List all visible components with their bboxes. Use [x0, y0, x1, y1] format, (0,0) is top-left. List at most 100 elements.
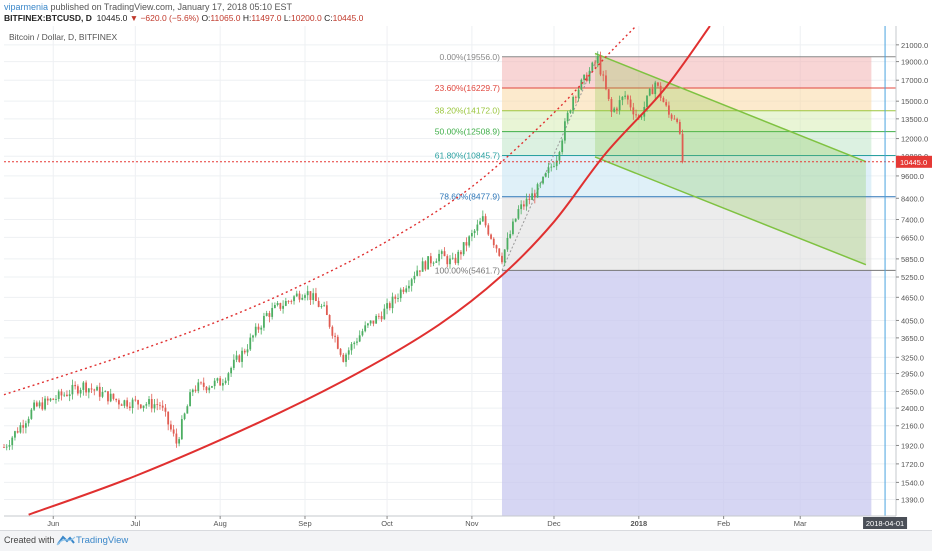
candle-body: [3, 447, 5, 449]
candle-body: [465, 242, 468, 246]
candle-body: [569, 110, 572, 113]
candle-body: [243, 350, 246, 353]
candle-body: [197, 382, 200, 391]
candle-body: [421, 261, 424, 272]
candle-body: [139, 404, 142, 409]
candle-body: [276, 302, 279, 305]
candle-body: [131, 399, 134, 409]
candle-body: [241, 350, 243, 362]
candle-body: [377, 315, 380, 317]
symbol-label: BITFINEX:BTCUSD, D: [4, 13, 92, 23]
x-axis-background: [0, 516, 932, 530]
candle-body: [380, 316, 383, 320]
candle-body: [87, 388, 90, 393]
parabolic-support-curve[interactable]: [28, 26, 711, 516]
candle-body: [312, 293, 315, 300]
candle-body: [454, 257, 457, 264]
candle-body: [566, 112, 569, 122]
y-tick-label: 13500.0: [901, 115, 928, 124]
date-marker[interactable]: [4, 26, 896, 516]
change-value: ▼ −620.0 (−5.6%): [129, 13, 200, 23]
y-tick-label: 7400.0: [901, 216, 924, 225]
candle-body: [361, 331, 364, 336]
candle-body: [473, 230, 476, 234]
candle-body: [629, 99, 632, 108]
candle-body: [249, 337, 252, 350]
candle-body: [410, 279, 413, 286]
candle-body: [265, 313, 268, 316]
channel-upper-line[interactable]: [594, 52, 867, 163]
candle-body: [369, 320, 372, 324]
candle-body: [635, 114, 637, 116]
candle-body: [402, 289, 405, 292]
candle-body: [476, 224, 479, 231]
upper-dotted-curve[interactable]: [3, 26, 637, 396]
candle-body: [572, 96, 575, 111]
candle-body: [667, 105, 670, 115]
candle-body: [487, 225, 490, 235]
candle-body: [120, 404, 123, 406]
chart-title: Bitcoin / Dollar, D, BITFINEX: [9, 32, 117, 42]
candle-body: [460, 251, 462, 255]
candle-body: [498, 248, 501, 256]
candle-body: [648, 88, 651, 96]
candle-body: [90, 388, 93, 390]
candle-body: [55, 398, 57, 400]
candle-body: [435, 261, 438, 263]
candle-body: [665, 102, 668, 106]
candle-body: [164, 407, 167, 412]
candle-body: [153, 404, 156, 409]
candle-body: [290, 301, 293, 302]
candle-body: [271, 307, 274, 317]
tradingview-brand[interactable]: TradingView: [76, 535, 129, 546]
parabolic-curves[interactable]: [3, 26, 711, 516]
candle-body: [19, 425, 22, 433]
candle-body: [309, 291, 312, 300]
author-link[interactable]: viparmenia: [4, 2, 49, 12]
fib-level-label: 0.00%(19556.0): [439, 52, 500, 62]
candle-body: [564, 121, 566, 141]
last-price-tag-label: 10445.0: [900, 158, 927, 167]
candle-body: [5, 446, 8, 448]
y-tick-label: 5850.0: [901, 255, 924, 264]
candle-body: [268, 313, 271, 317]
fib-level-label: 78.60%(8477.9): [439, 192, 500, 202]
candle-body: [350, 344, 353, 351]
fib-zone-0: [501, 56, 872, 88]
y-tick-label: 17000.0: [901, 76, 928, 85]
candle-body: [170, 424, 172, 430]
candle-body: [490, 234, 492, 239]
candle-body: [386, 303, 388, 309]
candle-body: [148, 399, 150, 405]
candle-body: [298, 293, 301, 300]
x-tick-label: 2018: [630, 519, 647, 528]
fib-trend-line[interactable]: [501, 56, 599, 271]
y-tick-label: 4650.0: [901, 293, 924, 302]
descending-channel[interactable]: [594, 52, 867, 266]
candle-body: [219, 378, 222, 386]
channel-lower-line[interactable]: [594, 156, 867, 266]
candle-body: [306, 291, 309, 296]
candle-body: [514, 218, 517, 222]
candle-body: [161, 405, 164, 408]
candle-body: [323, 305, 326, 307]
candle-body: [547, 167, 550, 174]
candle-body: [107, 391, 109, 402]
price-chart[interactable]: 0.00%(19556.0) 23.60%(16229.7) 38.20%(1417…: [0, 26, 932, 530]
candle-body: [191, 389, 194, 393]
fib-zone-3: [501, 131, 872, 156]
candle-body: [317, 300, 320, 307]
candle-body: [542, 176, 544, 184]
candle-body: [224, 380, 227, 384]
candle-body: [123, 400, 126, 406]
candle-body: [115, 398, 118, 401]
candle-body: [462, 242, 465, 255]
candle-body: [624, 95, 627, 97]
candle-body: [594, 62, 596, 64]
fib-zone-1: [501, 87, 872, 111]
candle-body: [512, 221, 514, 235]
candle-body: [602, 74, 605, 76]
candle-body: [175, 433, 178, 444]
candle-body: [208, 387, 211, 391]
candle-body: [676, 118, 679, 123]
